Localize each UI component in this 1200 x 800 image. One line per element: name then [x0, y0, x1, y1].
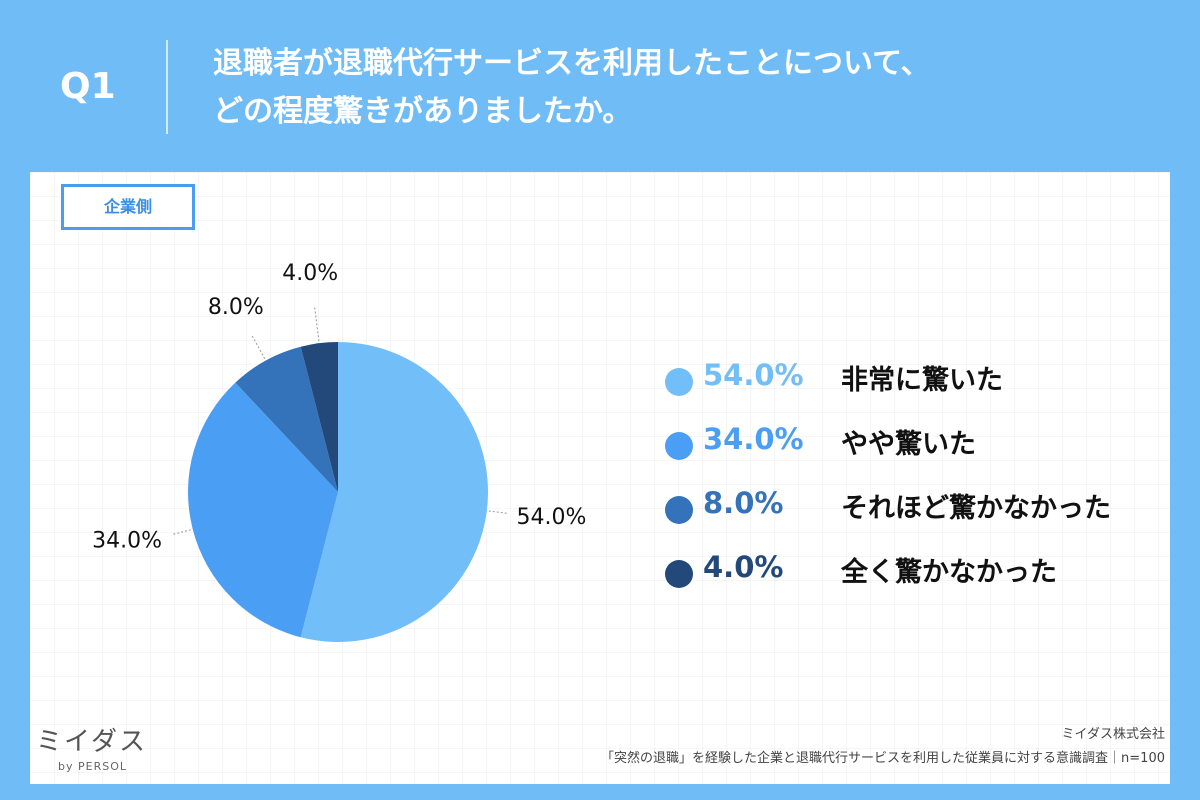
slice-label-4: 4.0%: [282, 261, 338, 286]
pie-slice-4: [300, 342, 338, 492]
question-number: Q1: [60, 66, 116, 107]
survey-note: 「突然の退職」を経験した企業と退職代行サービスを利用した従業員に対する意識調査｜…: [601, 751, 1165, 766]
header-divider: [166, 40, 168, 134]
legend-swatch: [665, 560, 693, 588]
legend-label: やや驚いた: [841, 429, 976, 460]
header: Q1 退職者が退職代行サービスを利用したことについて、 どの程度驚きがありました…: [0, 0, 1200, 165]
legend-swatch: [665, 496, 693, 524]
leader-line-2: [171, 529, 191, 536]
company-name: ミイダス株式会社: [1061, 727, 1165, 742]
legend-label: それほど驚かなかった: [841, 493, 1111, 524]
question-line-2: どの程度驚きがありましたか。: [213, 94, 633, 129]
legend-swatch: [665, 432, 693, 460]
legend-percent: 4.0%: [703, 550, 784, 584]
pie-slice-1: [300, 342, 488, 642]
slice-label-2: 34.0%: [92, 528, 162, 553]
miidas-logo: ミイダス by PERSOL: [36, 721, 147, 773]
leader-line-3: [251, 335, 266, 360]
chart-panel: 企業側 54.0% 34.0% 8.0% 4.0% 54.0% 非常に驚いた 34.0% や…: [30, 172, 1170, 784]
question-text: 退職者が退職代行サービスを利用したことについて、 どの程度驚きがありましたか。: [213, 40, 1113, 136]
legend-label: 非常に驚いた: [841, 365, 1003, 396]
pie-slice-3: [235, 346, 338, 492]
logo-subtext: by PERSOL: [58, 760, 127, 773]
legend-percent: 34.0%: [703, 422, 804, 456]
respondent-tag: 企業側: [61, 184, 195, 230]
pie-slice-2: [187, 382, 338, 638]
leader-line-4: [313, 305, 320, 342]
legend-percent: 8.0%: [703, 486, 784, 520]
legend-swatch: [665, 368, 693, 396]
leader-line-1: [488, 510, 509, 515]
slice-label-3: 8.0%: [208, 295, 264, 320]
logo-text: ミイダス: [36, 727, 147, 757]
slice-label-1: 54.0%: [517, 505, 587, 530]
legend-label: 全く驚かなかった: [841, 557, 1057, 588]
legend-percent: 54.0%: [703, 358, 804, 392]
pie-chart: 54.0% 34.0% 8.0% 4.0%: [92, 261, 587, 642]
question-line-1: 退職者が退職代行サービスを利用したことについて、: [213, 46, 931, 81]
